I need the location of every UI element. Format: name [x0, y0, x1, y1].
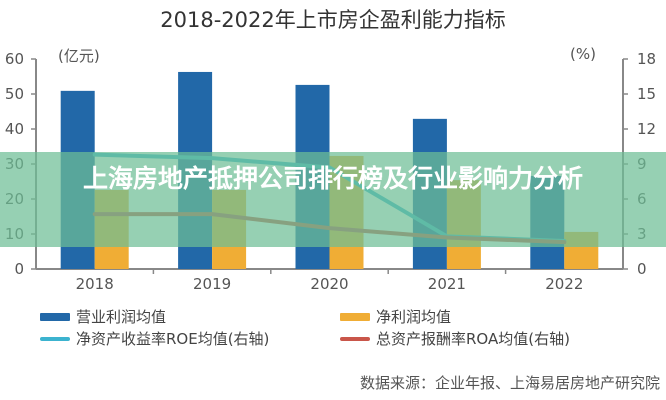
left-axis-unit: (亿元): [58, 47, 100, 65]
x-tick-label: 2020: [310, 275, 348, 293]
overlay-banner: [0, 152, 666, 247]
overlay-title: 上海房地产抵押公司排行榜及行业影响力分析: [82, 164, 583, 193]
legend-swatch: [40, 312, 70, 321]
legend-item-operating-profit: 营业利润均值: [40, 306, 166, 327]
legend-label: 总资产报酬率ROA均值(右轴): [376, 330, 570, 348]
x-tick-label: 2019: [193, 275, 231, 293]
right-tick-label: 15: [637, 85, 656, 103]
left-tick-label: 0: [14, 260, 24, 278]
x-tick-label: 2021: [428, 275, 466, 293]
legend-item-roe: 净资产收益率ROE均值(右轴): [40, 328, 269, 349]
x-tick-label: 2022: [545, 275, 583, 293]
x-tick-label: 2018: [76, 275, 114, 293]
legend-label: 净资产收益率ROE均值(右轴): [76, 330, 270, 348]
right-axis-unit: (%): [570, 45, 596, 63]
left-tick-label: 40: [5, 120, 24, 138]
right-tick-label: 18: [637, 50, 656, 68]
legend-label: 营业利润均值: [76, 308, 167, 326]
legend-item-net-profit: 净利润均值: [340, 306, 451, 327]
left-tick-label: 60: [5, 50, 24, 68]
right-tick-label: 0: [637, 260, 647, 278]
legend-item-roa: 总资产报酬率ROA均值(右轴): [340, 328, 570, 349]
legend-label: 净利润均值: [376, 308, 452, 326]
left-tick-label: 50: [5, 85, 24, 103]
legend-swatch: [340, 312, 370, 321]
chart-plot-area: 0102030405060036912151820182019202020212…: [5, 50, 656, 293]
data-source-note: 数据来源：企业年报、上海易居房地产研究院: [359, 374, 660, 392]
chart-title: 2018-2022年上市房企盈利能力指标: [160, 8, 506, 32]
legend-swatch: [40, 336, 70, 341]
legend-swatch: [340, 336, 370, 341]
right-tick-label: 12: [637, 120, 656, 138]
